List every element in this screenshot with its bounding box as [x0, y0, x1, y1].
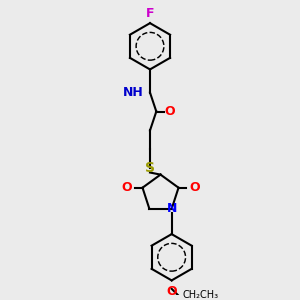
Text: N: N	[167, 202, 177, 215]
Text: CH₂CH₃: CH₂CH₃	[182, 290, 218, 300]
Text: S: S	[145, 161, 155, 175]
Text: O: O	[166, 285, 177, 298]
Text: F: F	[146, 7, 154, 20]
Text: O: O	[189, 181, 200, 194]
Text: O: O	[165, 105, 176, 118]
Text: NH: NH	[123, 86, 144, 99]
Text: O: O	[122, 181, 132, 194]
